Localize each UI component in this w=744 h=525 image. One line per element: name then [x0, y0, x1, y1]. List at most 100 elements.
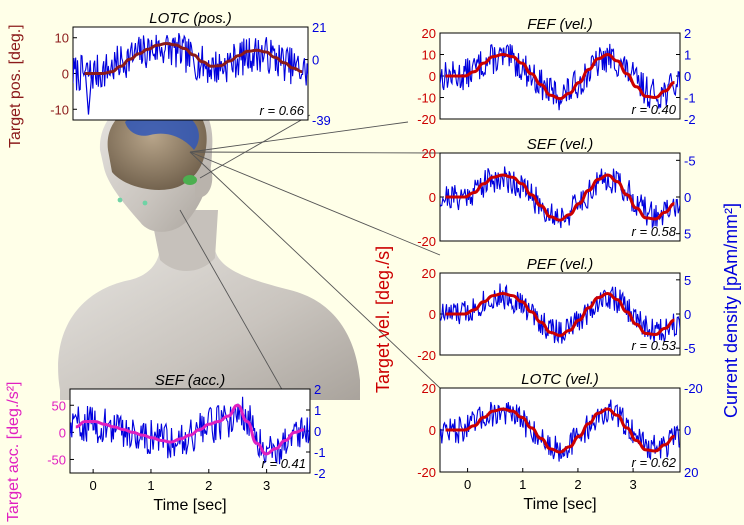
- left-tick-label: 0: [429, 190, 436, 205]
- correlation-label: r = 0.41: [262, 456, 306, 471]
- right-tick-label: 1: [684, 48, 691, 63]
- left-tick-label: 0: [429, 307, 436, 322]
- left-tick-label: -10: [417, 91, 436, 106]
- right-tick-label: 0: [684, 423, 691, 438]
- target-trace: [445, 52, 675, 101]
- left-tick-label: 20: [422, 26, 436, 41]
- eye-left: [117, 197, 123, 203]
- left-tick-label: 20: [422, 381, 436, 396]
- connector-line: [189, 151, 441, 389]
- right-tick-label: 0: [684, 190, 691, 205]
- torso-shape: [58, 230, 360, 400]
- x-tick-label: 3: [629, 477, 636, 492]
- current-density-trace: [440, 399, 680, 462]
- target-trace: [445, 407, 675, 454]
- head-illustration: [58, 92, 360, 400]
- right-tick-label: -2: [684, 112, 696, 127]
- x-tick-label: 1: [147, 478, 154, 493]
- y-label-current-density: Current density [pAm/mm²]: [721, 203, 741, 418]
- left-tick-label: -20: [417, 234, 436, 249]
- correlation-label: r = 0.53: [632, 338, 677, 353]
- y-label-target-pos: Target pos. [deg.]: [7, 24, 24, 148]
- right-tick-label: 2: [684, 26, 691, 41]
- target-trace: [445, 291, 675, 338]
- left-tick-label: -10: [50, 102, 69, 117]
- right-tick-label: 20: [684, 465, 698, 480]
- x-tick-label: 1: [519, 477, 526, 492]
- x-tick-label: 0: [464, 477, 471, 492]
- right-tick-label: 0: [684, 69, 691, 84]
- panel-sef_vel: SEF (vel.) -20 0 20 5 0 -5 r = 0.58: [417, 136, 695, 249]
- panel-pef_vel: PEF (vel.) -20 0 20 -5 0 5 r = 0.53: [417, 256, 695, 363]
- target-trace: [84, 41, 303, 76]
- left-tick-label: 20: [422, 146, 436, 161]
- x-axis-label: Time [sec]: [153, 497, 226, 514]
- right-tick-label: 5: [684, 227, 691, 242]
- left-tick-label: -50: [47, 452, 66, 467]
- right-tick-label: 0: [314, 424, 321, 439]
- x-axis-label: Time [sec]: [523, 496, 596, 513]
- right-tick-label: -39: [312, 113, 331, 128]
- correlation-label: r = 0.66: [260, 103, 305, 118]
- x-tick-label: 0: [90, 478, 97, 493]
- target-trace: [75, 403, 305, 456]
- right-tick-label: -5: [684, 341, 696, 356]
- panel-lotc_pos: LOTC (pos.) -10 0 10 -39 0 21 r = 0.66: [50, 10, 331, 128]
- y-label-target-vel: Target vel. [deg./s]: [373, 246, 393, 393]
- current-density-trace: [73, 33, 308, 92]
- left-tick-label: 0: [62, 67, 69, 82]
- right-tick-label: -5: [684, 153, 696, 168]
- right-tick-label: -2: [314, 466, 326, 481]
- correlation-label: r = 0.58: [632, 224, 677, 239]
- connector-line: [189, 151, 441, 154]
- current-spike: [84, 73, 93, 115]
- right-tick-label: 0: [312, 53, 319, 68]
- left-tick-label: 20: [422, 266, 436, 281]
- cortex-activation-green: [183, 175, 197, 185]
- current-density-trace: [70, 396, 310, 465]
- current-density-trace: [440, 283, 680, 344]
- left-tick-label: 10: [55, 31, 69, 46]
- eye-right: [142, 200, 148, 206]
- panel-sef_acc: SEF (acc.) -50 0 50 -2 -1 0 1 2 0 1 2 3 Time [sec] r =…: [47, 372, 325, 514]
- right-tick-label: 0: [684, 307, 691, 322]
- connector-line: [199, 114, 311, 179]
- x-tick-label: 3: [263, 478, 270, 493]
- x-tick-label: 2: [205, 478, 212, 493]
- left-tick-label: 10: [422, 48, 436, 63]
- panel-title: PEF (vel.): [527, 256, 593, 273]
- shared-axis-labels: Target pos. [deg.] Target vel. [deg./s] Ta…: [5, 24, 741, 522]
- left-tick-label: 50: [52, 398, 66, 413]
- left-tick-label: -20: [417, 348, 436, 363]
- panel-title: SEF (vel.): [527, 136, 593, 153]
- right-tick-label: -1: [314, 445, 326, 460]
- left-tick-label: -20: [417, 112, 436, 127]
- panel-title: SEF (acc.): [155, 372, 226, 389]
- right-tick-label: 21: [312, 20, 326, 35]
- y-label-target-acc: Target acc. [deg./s²]: [5, 381, 22, 522]
- right-tick-label: 5: [684, 273, 691, 288]
- panel-title: LOTC (pos.): [149, 10, 232, 27]
- right-tick-label: -1: [684, 91, 696, 106]
- panel-title: LOTC (vel.): [521, 371, 599, 388]
- correlation-label: r = 0.62: [632, 455, 677, 470]
- panel-title: FEF (vel.): [527, 16, 593, 33]
- connector-lines: [179, 114, 441, 431]
- x-tick-label: 2: [574, 477, 581, 492]
- left-tick-label: 0: [429, 423, 436, 438]
- right-tick-label: 1: [314, 403, 321, 418]
- right-tick-label: -20: [684, 381, 703, 396]
- left-tick-label: -20: [417, 465, 436, 480]
- panel-lotc_vel: LOTC (vel.) -20 0 20 -20 0 20 0 1 2 3 Time [sec] r =…: [417, 371, 703, 513]
- connector-line: [189, 151, 441, 256]
- left-tick-label: 0: [429, 69, 436, 84]
- left-tick-label: 0: [59, 425, 66, 440]
- target-trace: [445, 173, 675, 222]
- right-tick-label: 2: [314, 382, 321, 397]
- correlation-label: r = 0.40: [632, 102, 677, 117]
- connector-line: [189, 121, 409, 153]
